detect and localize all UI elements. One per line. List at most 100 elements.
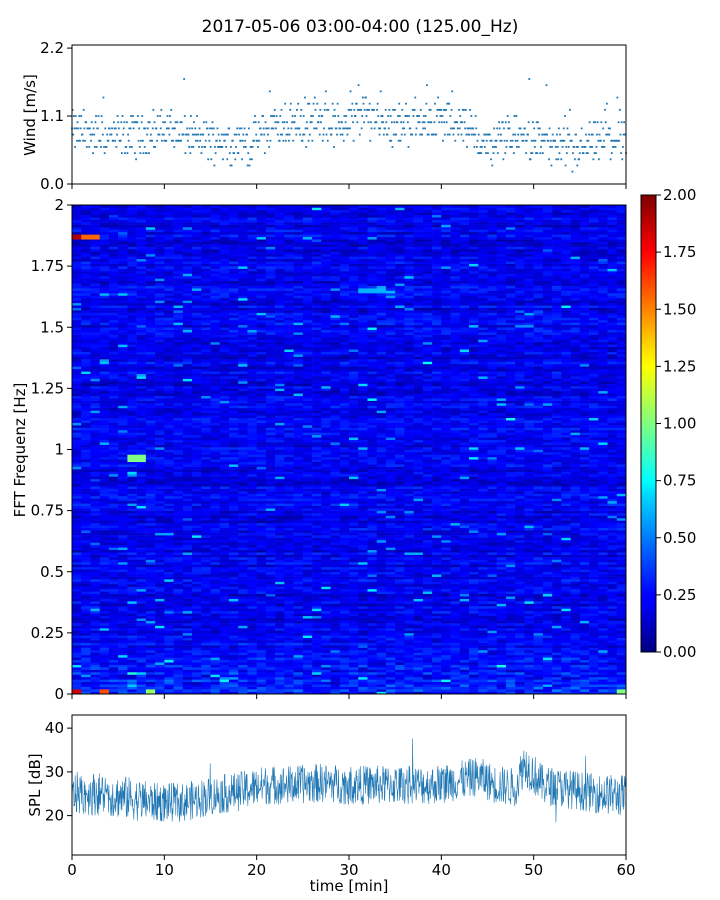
spectrogram-cell (589, 576, 599, 580)
spectrogram-cell (127, 596, 137, 599)
spectrogram-cell (552, 691, 562, 695)
spectrogram-cell (228, 608, 239, 612)
spectrogram-cell (108, 632, 119, 636)
spectrogram-cell (469, 608, 479, 612)
spectrogram-cell (293, 539, 304, 543)
spectrogram-cell (589, 642, 599, 646)
spectrogram-cell (339, 649, 350, 653)
wind-point (204, 139, 207, 142)
spectrogram-cell (99, 642, 110, 646)
spectrogram-cell (339, 598, 350, 602)
spectrogram-cell (579, 689, 590, 692)
spectrogram-cell (247, 598, 257, 602)
spectrogram-cell (395, 618, 405, 621)
spectrogram-cell (173, 530, 184, 533)
spectrogram-cell (450, 569, 461, 573)
wind-point (384, 127, 386, 130)
spectrogram-cell (72, 625, 82, 629)
spectrogram-cell (459, 654, 470, 658)
spectrogram-cell (496, 618, 507, 621)
spectrogram-cell (238, 637, 248, 641)
spectrogram-cell (192, 542, 202, 546)
spectrogram-cell (330, 681, 341, 685)
spectrogram-cell (164, 557, 174, 560)
spectrogram-cell (210, 601, 221, 604)
spectrogram-cell (542, 635, 553, 639)
spectrogram-cell (561, 647, 571, 651)
spectrogram-cell (524, 637, 534, 641)
spectrogram-cell (302, 557, 313, 560)
spectrogram-cell (72, 632, 82, 636)
spectrogram-cell (552, 583, 562, 587)
spectrogram-cell (432, 620, 442, 624)
spectrogram-cell (616, 557, 627, 560)
spectrogram-cell (376, 571, 387, 575)
spectrogram-cell (182, 591, 193, 595)
spectrogram-cell (72, 581, 82, 585)
wind-point (541, 133, 544, 136)
spectrogram-cell (118, 581, 128, 585)
spectrogram-cell (275, 598, 285, 602)
spectrogram-cell (192, 527, 202, 531)
spectrogram-cell (349, 532, 359, 536)
wind-point (390, 121, 393, 124)
spectrogram-cell (247, 667, 257, 670)
spectrogram-cell (321, 625, 331, 629)
spectrogram-cell (99, 537, 110, 541)
spectrogram-cell (99, 613, 110, 617)
spectrogram-cell (616, 588, 627, 592)
spectrogram-cell (219, 615, 230, 619)
spectrogram-cell (182, 603, 193, 607)
wind-point (417, 121, 420, 124)
spectrogram-cell (515, 640, 525, 643)
spectrogram-cell (505, 630, 516, 634)
spectrogram-cell (127, 527, 137, 531)
spectrogram-cell (607, 681, 618, 685)
wind-point (216, 127, 219, 130)
spectrogram-cell (376, 669, 387, 673)
spectrogram-cell (469, 571, 479, 575)
spectrogram-cell (515, 542, 525, 546)
spectrogram-cell (496, 647, 507, 651)
spectrogram-cell (395, 610, 405, 614)
spectrogram-cell (108, 601, 119, 604)
spectrogram-cell (210, 535, 221, 538)
spectrogram-cell (72, 564, 82, 568)
wind-point (564, 115, 566, 117)
spectrogram-cell (376, 630, 387, 634)
spectrogram-cell (469, 583, 479, 587)
spectrogram-cell (422, 554, 433, 558)
spectrogram-cell (275, 625, 285, 629)
spectrogram-cell (99, 625, 110, 629)
spectrogram-cell (238, 591, 248, 595)
spectrogram-cell (265, 554, 276, 558)
spectrogram-cell (478, 539, 488, 543)
spectrogram-cell (367, 554, 377, 558)
spectrogram-cell (487, 649, 498, 653)
spectrogram-cell (99, 579, 110, 582)
wind-point (252, 121, 255, 124)
spectrogram-cell (432, 588, 442, 592)
spectrogram-cell (312, 598, 322, 602)
wind-point (514, 133, 516, 136)
spectrogram-cell (108, 642, 119, 646)
wind-point (345, 127, 348, 130)
spectrogram-cell (561, 559, 571, 563)
wind-point (446, 102, 449, 105)
spectrogram-cell (173, 564, 184, 568)
spectrogram-cell (118, 552, 128, 555)
spectrogram-cell (395, 579, 405, 582)
spectrogram-cell (358, 659, 368, 663)
wind-point (220, 133, 223, 136)
spectrogram-cell (598, 652, 608, 656)
wind-point (593, 152, 596, 155)
wind-point (617, 139, 619, 142)
wind-point (212, 127, 215, 130)
spectrogram-cell (542, 627, 553, 631)
spectrogram-cell (265, 674, 276, 678)
spectrogram-cell (265, 583, 276, 587)
spectrogram-cell (404, 686, 414, 690)
spectrogram-cell (561, 642, 571, 646)
spectrogram-cell (247, 530, 257, 533)
spectrogram-cell (118, 530, 128, 533)
